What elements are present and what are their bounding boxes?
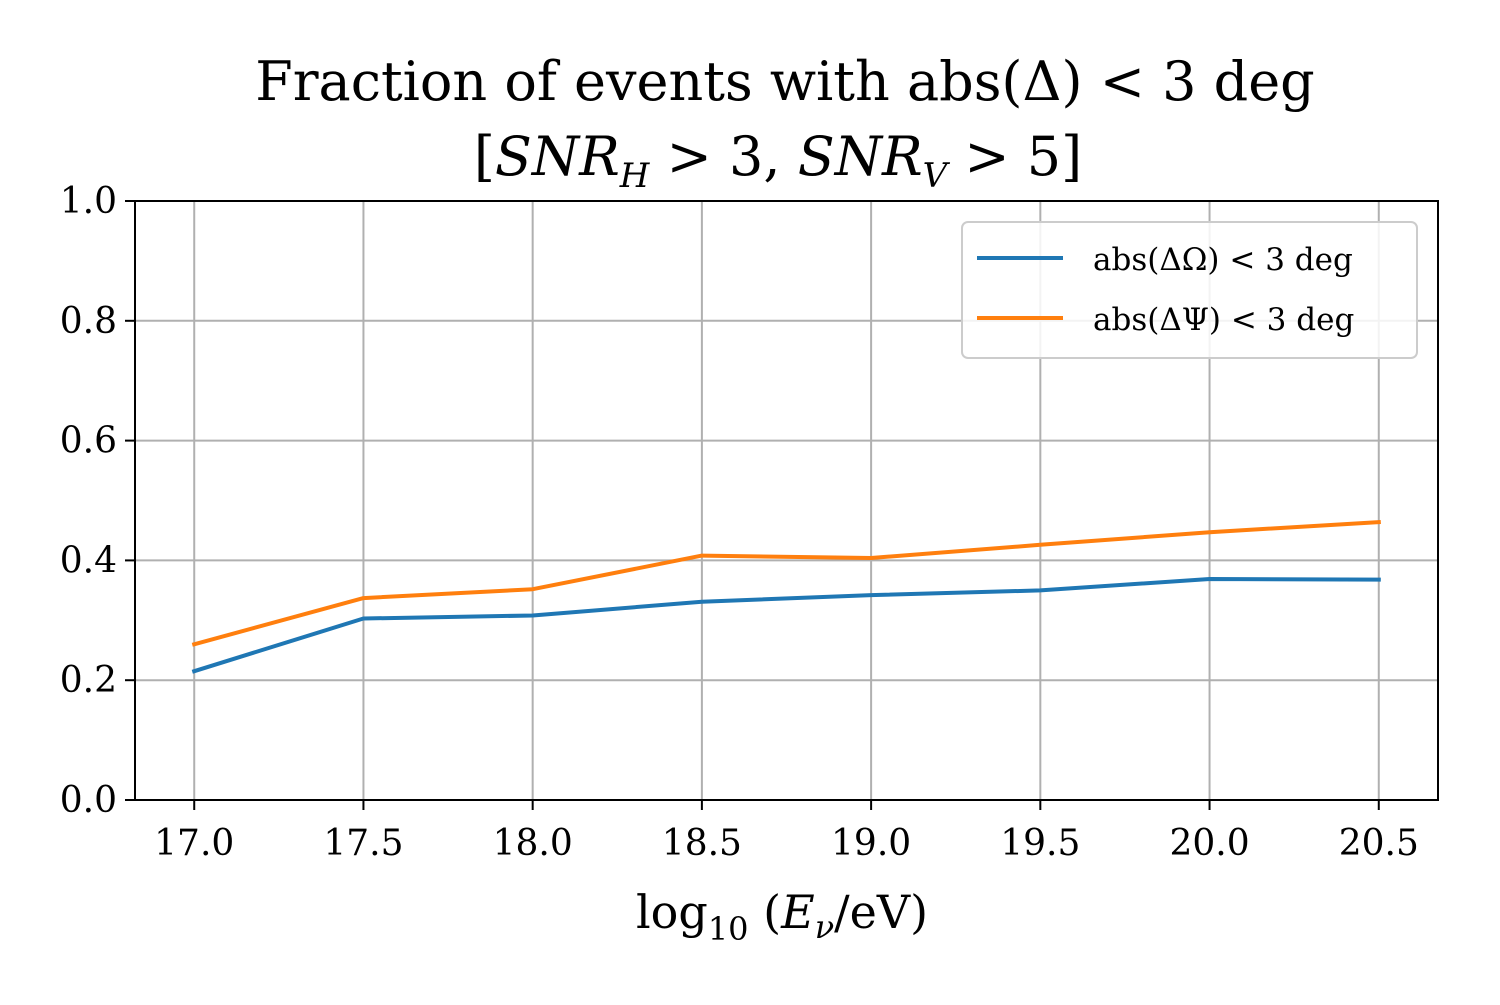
xlabel-rest: /eV) (834, 885, 928, 939)
legend: abs(ΔΩ) < 3 deg abs(ΔΨ) < 3 deg (962, 222, 1417, 358)
x-tick-label: 20.5 (1339, 823, 1419, 864)
y-tick-label: 0.4 (60, 540, 117, 581)
y-tick-label: 0.2 (60, 660, 117, 701)
title-sub-h: H (619, 156, 651, 196)
x-tick-label: 18.0 (493, 823, 573, 864)
y-tick-label: 0.0 (60, 780, 117, 821)
x-tick-label: 17.5 (323, 823, 403, 864)
x-tick-label: 20.0 (1169, 823, 1249, 864)
y-tick-label: 1.0 (60, 181, 117, 222)
legend-label-omega: abs(ΔΩ) < 3 deg (1093, 242, 1353, 278)
y-tick-label: 0.8 (60, 301, 117, 342)
x-tick-label: 18.5 (662, 823, 742, 864)
chart-title-line1: Fraction of events with abs(Δ) < 3 deg (255, 50, 1315, 113)
xlabel-nu: ν (815, 908, 834, 946)
title-mid: > 3, (649, 125, 797, 188)
title-suffix: > 5] (947, 125, 1082, 188)
xlabel-paren: ( (749, 885, 782, 939)
xlabel-log: log (636, 885, 708, 939)
x-tick-label: 17.0 (154, 823, 234, 864)
series-line-0 (194, 579, 1379, 671)
series-layer (194, 522, 1379, 671)
chart-title-line2: [SNRH > 3, SNRV > 5] (474, 125, 1082, 196)
title-snr-v: SNR (798, 125, 923, 188)
legend-label-psi: abs(ΔΨ) < 3 deg (1093, 302, 1354, 338)
x-tick-label: 19.0 (831, 823, 911, 864)
xlabel-sub: 10 (708, 910, 749, 948)
x-axis-label: log10 (Eν/eV) (636, 885, 928, 948)
xlabel-e: E (780, 885, 815, 939)
x-tick-label: 19.5 (1000, 823, 1080, 864)
title-bracket-open: [ (474, 125, 495, 188)
series-line-1 (194, 522, 1379, 644)
title-snr-h: SNR (495, 125, 620, 188)
y-tick-label: 0.6 (60, 421, 117, 462)
